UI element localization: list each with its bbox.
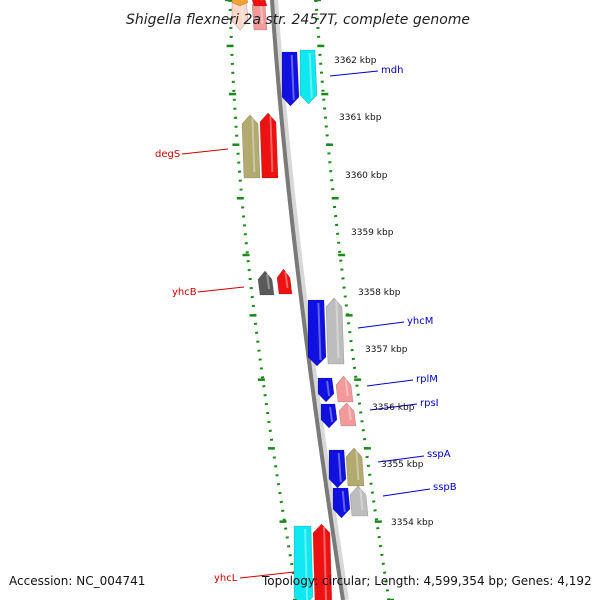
gene-rplM-pink-shine bbox=[344, 378, 349, 397]
gene-yhcB-darkgray[interactable] bbox=[257, 270, 275, 296]
gene-degS-olive-shine bbox=[251, 117, 256, 173]
tick-label-3356: 3356 kbp bbox=[372, 403, 415, 413]
gene-sspA-olive-shine bbox=[355, 450, 360, 481]
gene-mdh-cyan[interactable] bbox=[299, 49, 318, 105]
leader-rplM bbox=[366, 379, 414, 387]
leader-degS bbox=[181, 148, 229, 155]
left-tick-marks bbox=[225, 0, 300, 600]
gene-yhcB-darkgray-shine bbox=[266, 273, 271, 290]
map-title: Shigella flexneri 2a str. 2457T, complet… bbox=[126, 12, 470, 28]
gene-sspA-blue-shine bbox=[337, 452, 342, 483]
gene-yhcM-blue-shine bbox=[317, 302, 322, 361]
gene-label-rpsI[interactable]: rpsI bbox=[420, 398, 439, 409]
gene-arrows bbox=[231, 0, 369, 600]
gene-degS-red[interactable] bbox=[259, 112, 279, 179]
gene-label-degS[interactable]: degS bbox=[155, 149, 180, 160]
gene-mdh-blue-shine bbox=[290, 54, 295, 101]
gene-degS-olive[interactable] bbox=[241, 114, 261, 179]
leader-yhcB bbox=[197, 286, 245, 293]
gene-yhcM-gray[interactable] bbox=[325, 297, 345, 365]
outer-dotted-track-right bbox=[314, 0, 391, 600]
label-leader-lines bbox=[181, 70, 431, 579]
tick-label-3355: 3355 kbp bbox=[381, 460, 424, 470]
leader-yhcL bbox=[239, 571, 295, 579]
leader-sspA bbox=[377, 455, 425, 463]
gene-label-mdh[interactable]: mdh bbox=[381, 65, 403, 76]
gene-label-sspB[interactable]: sspB bbox=[433, 482, 457, 493]
gene-mdh-cyan-shine bbox=[308, 52, 313, 99]
leader-sspB bbox=[382, 488, 431, 497]
gene-sspB-blue[interactable] bbox=[332, 487, 351, 519]
gene-sspB-blue-shine bbox=[341, 490, 346, 513]
tick-label-3357: 3357 kbp bbox=[365, 345, 408, 355]
gene-rpsI-pink-shine bbox=[347, 405, 352, 421]
gene-rplM-pink[interactable] bbox=[335, 375, 354, 403]
gene-rpsI-pink[interactable] bbox=[338, 402, 357, 427]
genome-backbone bbox=[270, 0, 345, 600]
gene-degS-red-shine bbox=[269, 115, 274, 173]
gene-bottom-cyan-shine bbox=[304, 528, 309, 600]
gene-sspB-gray[interactable] bbox=[349, 485, 369, 517]
gene-label-yhcM[interactable]: yhcM bbox=[407, 316, 433, 327]
leader-mdh bbox=[329, 70, 379, 77]
tick-label-3362: 3362 kbp bbox=[334, 56, 377, 66]
gene-label-yhcB[interactable]: yhcB bbox=[172, 287, 197, 298]
gene-label-yhcL[interactable]: yhcL bbox=[214, 573, 238, 584]
gene-top-orange[interactable] bbox=[231, 0, 249, 7]
gene-rpsI-blue-shine bbox=[329, 406, 334, 423]
tick-label-3360: 3360 kbp bbox=[345, 171, 388, 181]
tick-label-3354: 3354 kbp bbox=[391, 518, 434, 528]
gene-label-rplM[interactable]: rplM bbox=[416, 374, 438, 385]
gene-sspA-olive[interactable] bbox=[345, 447, 365, 487]
gene-rpsI-blue[interactable] bbox=[320, 403, 338, 429]
right-tick-marks bbox=[314, 0, 394, 600]
gene-bottom-cyan[interactable] bbox=[293, 525, 314, 600]
gene-sspA-blue[interactable] bbox=[328, 449, 347, 489]
genome-summary-text: Topology: circular; Length: 4,599,354 bp… bbox=[262, 574, 592, 588]
gene-yhcB-red[interactable] bbox=[276, 268, 293, 295]
gene-label-sspA[interactable]: sspA bbox=[427, 449, 451, 460]
gene-top-red[interactable] bbox=[251, 0, 268, 7]
gene-yhcB-red-shine bbox=[284, 271, 289, 289]
gene-mdh-blue[interactable] bbox=[281, 51, 300, 107]
gene-rplM-blue[interactable] bbox=[317, 377, 335, 403]
leader-yhcM bbox=[357, 321, 405, 329]
gene-yhcM-gray-shine bbox=[335, 300, 340, 359]
accession-text: Accession: NC_004741 bbox=[9, 574, 146, 588]
tick-label-3361: 3361 kbp bbox=[339, 113, 382, 123]
leader-rpsI bbox=[369, 403, 418, 411]
gene-bottom-red[interactable] bbox=[312, 523, 333, 600]
gene-yhcM-blue[interactable] bbox=[307, 299, 327, 367]
gene-top-pink[interactable] bbox=[251, 0, 268, 31]
tick-label-3358: 3358 kbp bbox=[358, 288, 401, 298]
gene-top-peach[interactable] bbox=[231, 0, 249, 31]
gene-bottom-red-shine bbox=[323, 526, 328, 600]
tick-label-3359: 3359 kbp bbox=[351, 228, 394, 238]
gene-rplM-blue-shine bbox=[326, 380, 331, 397]
gene-sspB-gray-shine bbox=[359, 488, 364, 511]
